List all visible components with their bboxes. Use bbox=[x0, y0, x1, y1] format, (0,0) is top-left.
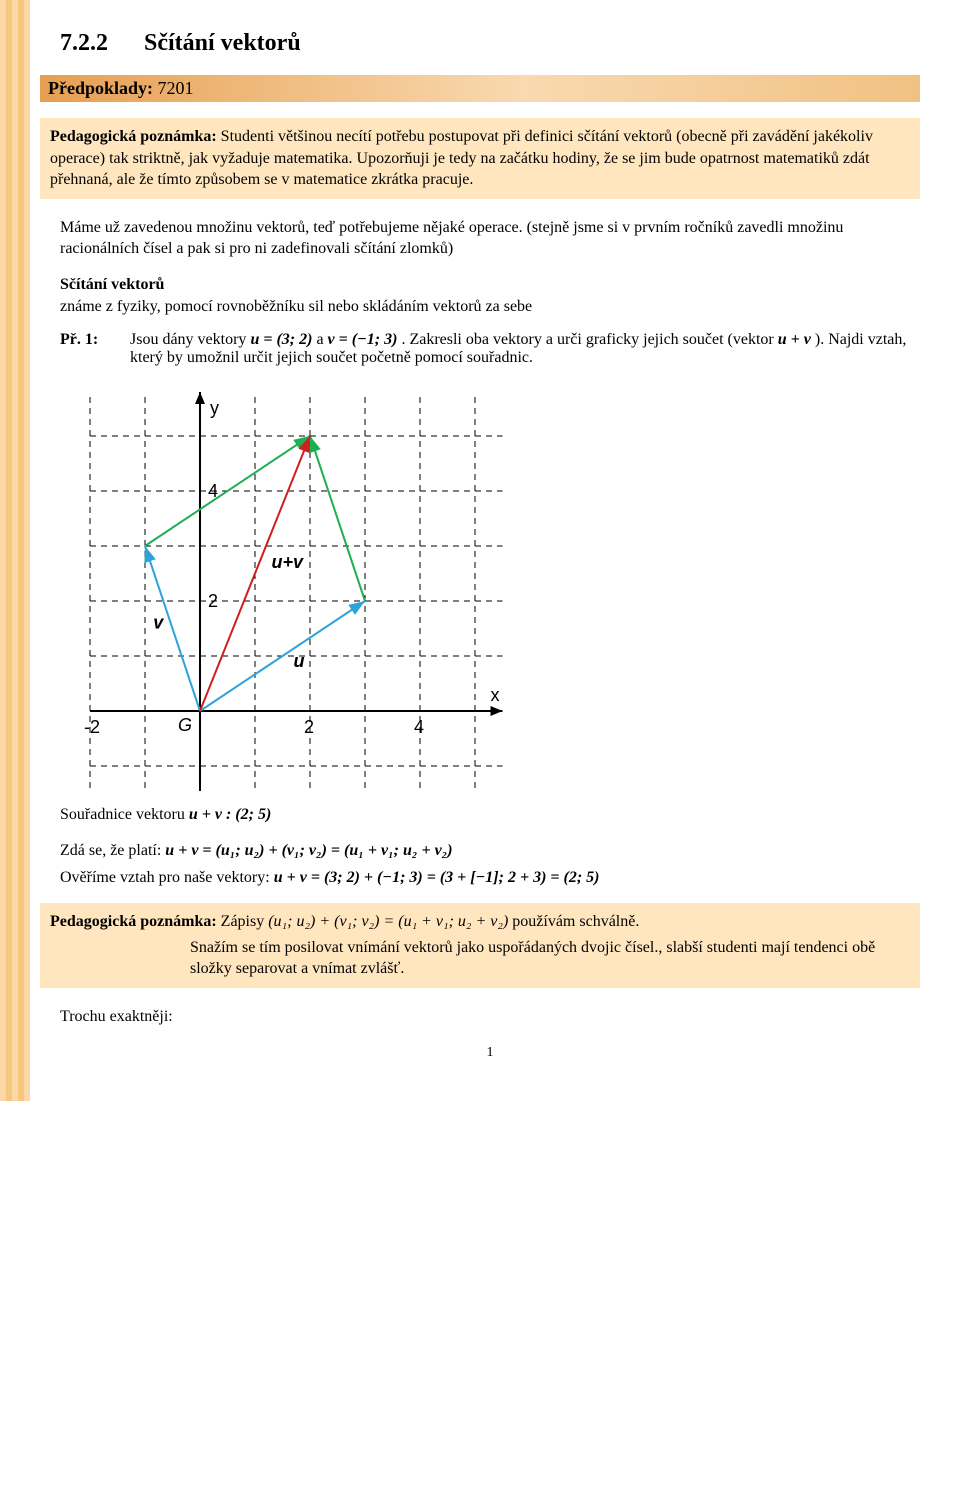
subheading: Sčítání vektorů bbox=[60, 276, 164, 293]
paragraph-2: známe z fyziky, pomocí rovnoběžníku sil … bbox=[60, 298, 532, 315]
prereq-value: 7201 bbox=[158, 78, 194, 98]
ex-v-eq: v = (−1; 3) bbox=[328, 331, 398, 348]
pc3-a: Ověříme vztah pro naše vektory: bbox=[60, 869, 274, 886]
subheading-block: Sčítání vektorů známe z fyziky, pomocí r… bbox=[60, 274, 920, 317]
ex-sum-sym: u + v bbox=[778, 331, 811, 348]
pc2-a: Zdá se, že platí: bbox=[60, 842, 165, 859]
svg-text:u+v: u+v bbox=[272, 552, 305, 572]
prereq-label: Předpoklady: bbox=[48, 78, 153, 98]
pc2-expr: u + v = (u₁; u₂) + (v₁; v₂) = (u₁ + v₁; … bbox=[165, 842, 452, 859]
note2-l1b: používám schválně. bbox=[512, 913, 639, 930]
decorative-side-stripes bbox=[0, 0, 30, 1101]
note1-label: Pedagogická poznámka: bbox=[50, 128, 217, 145]
closing-line: Trochu exaktněji: bbox=[60, 1006, 920, 1028]
section-title: Sčítání vektorů bbox=[144, 30, 301, 56]
pedagogical-note-2: Pedagogická poznámka: Zápisy (u₁; u₂) + … bbox=[40, 903, 920, 988]
example-body: Jsou dány vektory u = (3; 2) a v = (−1; … bbox=[130, 331, 920, 367]
pc1-a: Souřadnice vektoru bbox=[60, 806, 189, 823]
page-number: 1 bbox=[60, 1045, 920, 1061]
example-1: Př. 1: Jsou dány vektory u = (3; 2) a v … bbox=[60, 331, 920, 367]
svg-text:2: 2 bbox=[208, 591, 218, 611]
note2-expr: (u₁; u₂) + (v₁; v₂) = (u₁ + v₁; u₂ + v₂) bbox=[268, 913, 508, 930]
note2-l1a: Zápisy bbox=[221, 913, 269, 930]
vector-chart: -224-224xyGuvu+v bbox=[60, 381, 920, 796]
svg-text:G: G bbox=[178, 715, 192, 735]
svg-text:-2: -2 bbox=[84, 717, 100, 737]
ex-text-b: . Zakresli oba vektory a urči graficky j… bbox=[401, 331, 777, 348]
svg-text:y: y bbox=[210, 398, 219, 418]
ex-text-mid: a bbox=[316, 331, 327, 348]
pc3-expr: u + v = (3; 2) + (−1; 3) = (3 + [−1]; 2 … bbox=[274, 869, 600, 886]
page-title: 7.2.2 Sčítání vektorů bbox=[60, 30, 920, 57]
post-chart-line1: Souřadnice vektoru u + v : (2; 5) bbox=[60, 804, 920, 826]
prereq-banner: Předpoklady: 7201 bbox=[40, 75, 920, 102]
paragraph-1: Máme už zavedenou množinu vektorů, teď p… bbox=[60, 217, 920, 260]
note2-label: Pedagogická poznámka: bbox=[50, 913, 217, 930]
example-label: Př. 1: bbox=[60, 331, 130, 367]
svg-text:4: 4 bbox=[414, 717, 424, 737]
post-chart-line2: Zdá se, že platí: u + v = (u₁; u₂) + (v₁… bbox=[60, 840, 920, 862]
svg-text:x: x bbox=[491, 685, 500, 705]
svg-text:2: 2 bbox=[304, 717, 314, 737]
ex-u-eq: u = (3; 2) bbox=[250, 331, 312, 348]
post-chart-line3: Ověříme vztah pro naše vektory: u + v = … bbox=[60, 867, 920, 889]
svg-text:u: u bbox=[294, 651, 305, 671]
ex-text-a: Jsou dány vektory bbox=[130, 331, 250, 348]
note2-line2: Snažím se tím posilovat vnímání vektorů … bbox=[190, 937, 910, 980]
section-number: 7.2.2 bbox=[60, 30, 108, 56]
pc1-expr: u + v : (2; 5) bbox=[189, 806, 271, 823]
svg-text:v: v bbox=[153, 613, 164, 633]
pedagogical-note-1: Pedagogická poznámka: Studenti většinou … bbox=[40, 118, 920, 199]
